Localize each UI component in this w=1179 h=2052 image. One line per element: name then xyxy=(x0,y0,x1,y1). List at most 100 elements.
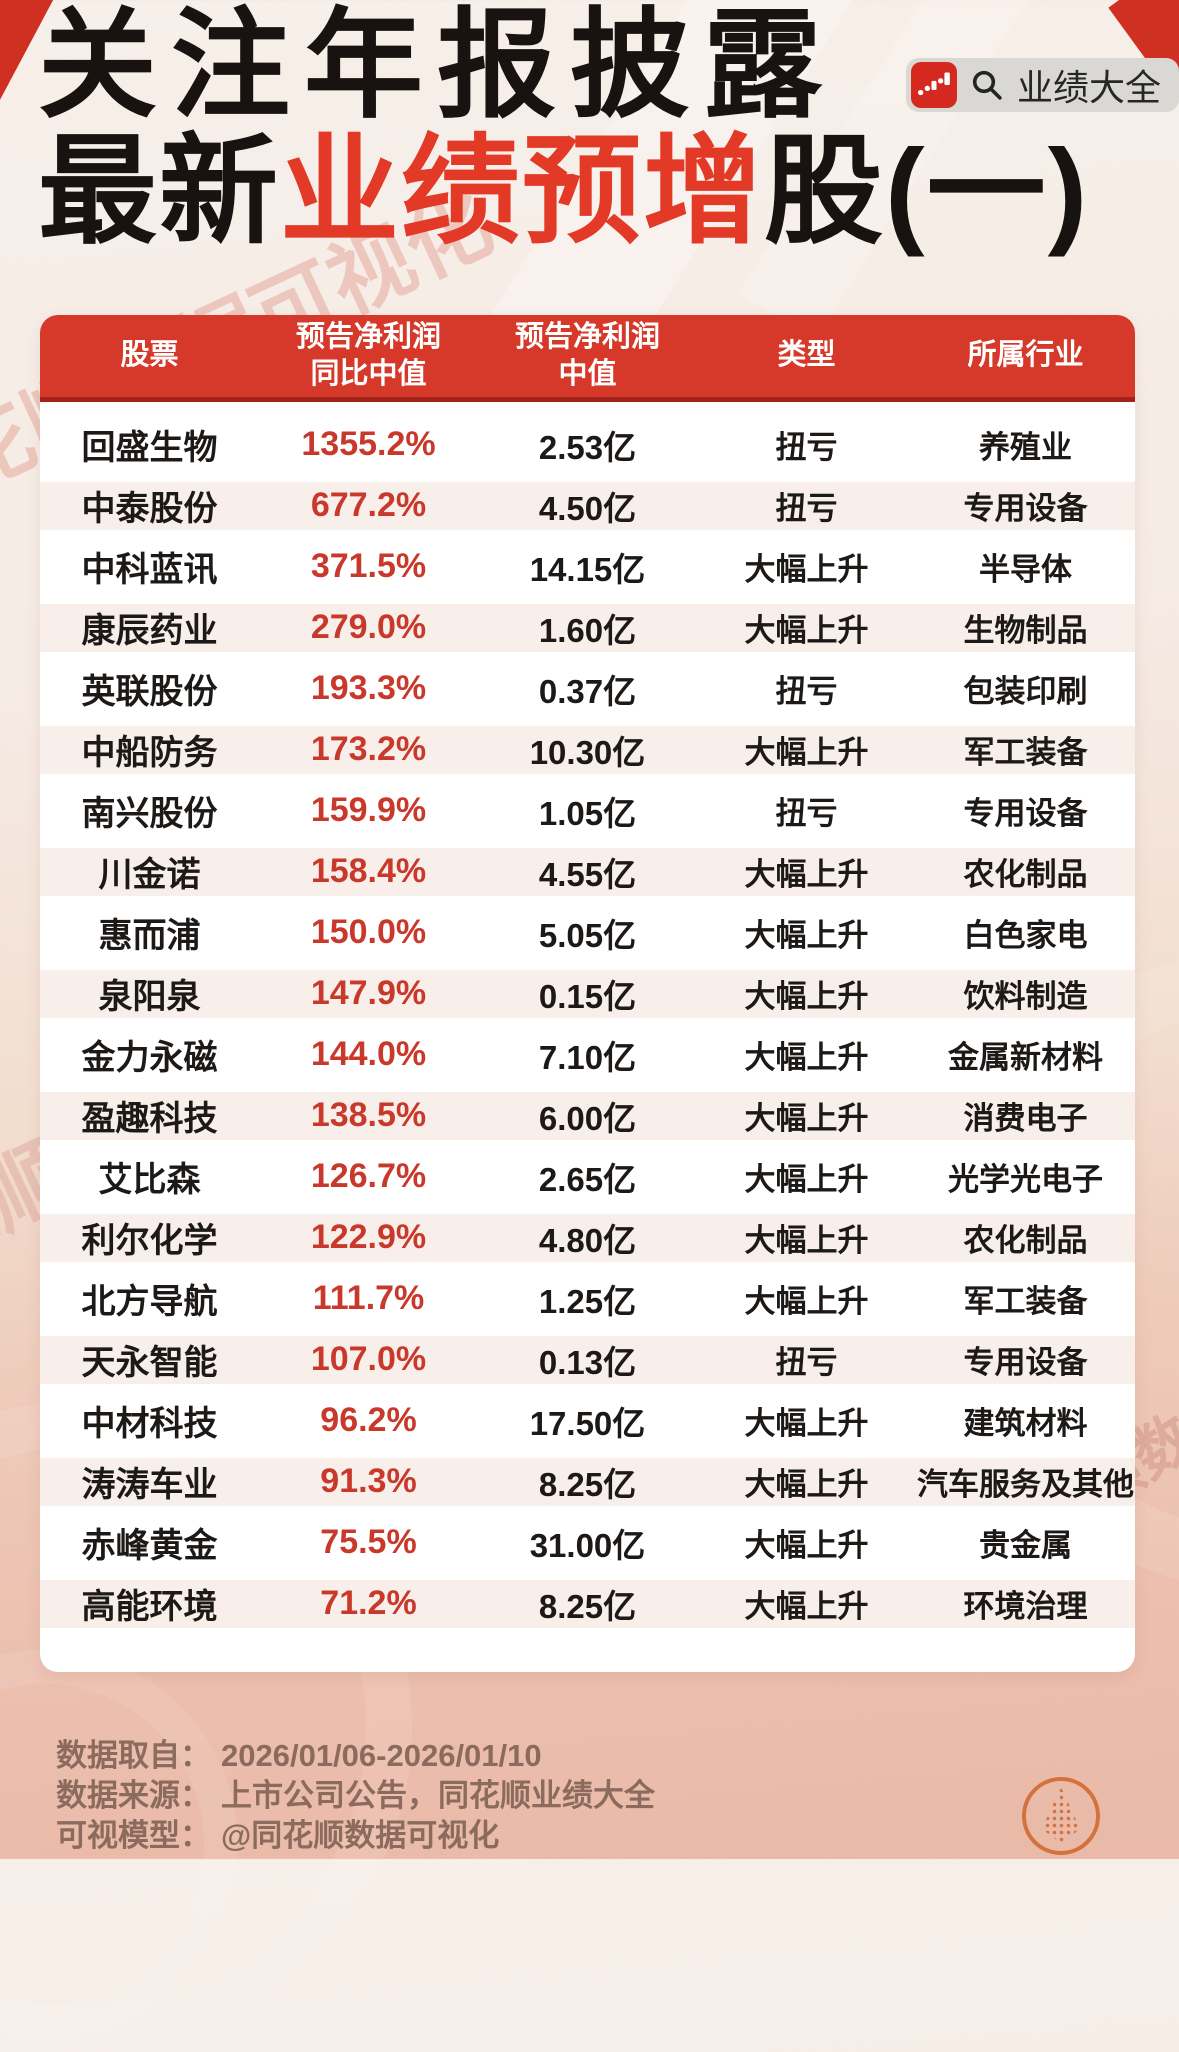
forecast-type: 大幅上升 xyxy=(744,918,869,953)
stock-name: 中科蓝讯 xyxy=(81,551,218,589)
profit-median-value: 4.80亿 xyxy=(538,1221,637,1259)
ths-logo-triangle-icon xyxy=(1041,1787,1081,1843)
stock-name: 南兴股份 xyxy=(81,795,218,833)
stock-name: 北方导航 xyxy=(81,1283,218,1321)
forecast-type: 扭亏 xyxy=(775,430,838,465)
table-row: 英联股份 193.3% 0.37亿 扭亏 包装印刷 xyxy=(40,658,1135,719)
title-line2-prefix: 最新 xyxy=(38,124,280,258)
forecast-type: 大幅上升 xyxy=(744,613,869,648)
table-row: 赤峰黄金 75.5% 31.00亿 大幅上升 贵金属 xyxy=(40,1512,1135,1573)
profit-median-value: 31.00亿 xyxy=(529,1526,646,1564)
table-row: 惠而浦 150.0% 5.05亿 大幅上升 白色家电 xyxy=(40,902,1135,963)
performance-table-card: 股票 预告净利润 同比中值 预告净利润 中值 类型 所属行业 回盛生物 1355.2… xyxy=(40,315,1135,1672)
footer-visual-model: 可视模型： @同花顺数据可视化 xyxy=(56,1818,500,1853)
forecast-type: 大幅上升 xyxy=(744,1406,869,1441)
table-header: 股票 预告净利润 同比中值 预告净利润 中值 类型 所属行业 xyxy=(40,315,1135,402)
header-cell-profit-median: 预告净利润 中值 xyxy=(514,320,660,390)
yoy-median-value: 677.2% xyxy=(310,486,427,524)
yoy-median-value: 75.5% xyxy=(320,1523,417,1561)
forecast-type: 大幅上升 xyxy=(744,1284,869,1319)
stock-name: 中泰股份 xyxy=(81,490,218,528)
yoy-median-value: 138.5% xyxy=(310,1096,427,1134)
industry: 消费电子 xyxy=(963,1101,1088,1136)
industry: 半导体 xyxy=(979,552,1072,587)
yoy-median-value: 173.2% xyxy=(310,730,427,768)
title-line2-highlight: 业绩预增 xyxy=(280,124,764,258)
yoy-median-value: 371.5% xyxy=(310,547,427,585)
header-cell-industry: 所属行业 xyxy=(967,339,1084,372)
industry: 专用设备 xyxy=(963,1345,1088,1380)
table-row: 金力永磁 144.0% 7.10亿 大幅上升 金属新材料 xyxy=(40,1024,1135,1085)
profit-median-value: 5.05亿 xyxy=(538,916,637,954)
forecast-type: 扭亏 xyxy=(775,796,838,831)
stock-name: 高能环境 xyxy=(81,1588,218,1626)
footer-data-source: 数据来源： 上市公司公告，同花顺业绩大全 xyxy=(56,1778,655,1813)
industry: 光学光电子 xyxy=(948,1162,1103,1197)
profit-median-value: 1.05亿 xyxy=(538,794,637,832)
profit-median-value: 4.55亿 xyxy=(538,855,637,893)
search-badge: 业绩大全 xyxy=(906,58,1179,112)
table-row: 利尔化学 122.9% 4.80亿 大幅上升 农化制品 xyxy=(40,1207,1135,1268)
profit-median-value: 17.50亿 xyxy=(529,1404,646,1442)
profit-median-value: 0.15亿 xyxy=(538,977,637,1015)
industry: 农化制品 xyxy=(963,1223,1088,1258)
yoy-median-value: 96.2% xyxy=(320,1401,417,1439)
profit-median-value: 10.30亿 xyxy=(529,733,646,771)
industry: 汽车服务及其他 xyxy=(917,1467,1134,1502)
stock-name: 中船防务 xyxy=(81,734,218,772)
profit-median-value: 0.37亿 xyxy=(538,672,637,710)
stock-name: 康辰药业 xyxy=(81,612,218,650)
table-row: 中材科技 96.2% 17.50亿 大幅上升 建筑材料 xyxy=(40,1390,1135,1451)
yoy-median-value: 279.0% xyxy=(310,608,427,646)
industry: 农化制品 xyxy=(963,857,1088,892)
stock-name: 泉阳泉 xyxy=(98,978,201,1016)
table-row: 中船防务 173.2% 10.30亿 大幅上升 军工装备 xyxy=(40,719,1135,780)
yoy-median-value: 144.0% xyxy=(310,1035,427,1073)
profit-median-value: 8.25亿 xyxy=(538,1465,637,1503)
candlestick-chart-app-icon xyxy=(911,62,957,108)
yoy-median-value: 122.9% xyxy=(310,1218,427,1256)
header-cell-stock: 股票 xyxy=(120,339,179,372)
profit-median-value: 1.25亿 xyxy=(538,1282,637,1320)
industry: 建筑材料 xyxy=(963,1406,1088,1441)
profit-median-value: 14.15亿 xyxy=(529,550,646,588)
profit-median-value: 2.65亿 xyxy=(538,1160,637,1198)
yoy-median-value: 147.9% xyxy=(310,974,427,1012)
forecast-type: 大幅上升 xyxy=(744,552,869,587)
table-row: 涛涛车业 91.3% 8.25亿 大幅上升 汽车服务及其他 xyxy=(40,1451,1135,1512)
table-row: 高能环境 71.2% 8.25亿 大幅上升 环境治理 xyxy=(40,1573,1135,1634)
yoy-median-value: 126.7% xyxy=(310,1157,427,1195)
forecast-type: 大幅上升 xyxy=(744,1162,869,1197)
industry: 贵金属 xyxy=(979,1528,1072,1563)
table-row: 盈趣科技 138.5% 6.00亿 大幅上升 消费电子 xyxy=(40,1085,1135,1146)
stock-name: 利尔化学 xyxy=(81,1222,218,1260)
forecast-type: 扭亏 xyxy=(775,674,838,709)
header-cell-yoy-median: 预告净利润 同比中值 xyxy=(295,320,441,390)
table-row: 泉阳泉 147.9% 0.15亿 大幅上升 饮料制造 xyxy=(40,963,1135,1024)
forecast-type: 大幅上升 xyxy=(744,1528,869,1563)
footer: 数据取自： 2026/01/06-2026/01/10 数据来源： 上市公司公告，同… xyxy=(56,1736,655,1856)
forecast-type: 大幅上升 xyxy=(744,735,869,770)
forecast-type: 大幅上升 xyxy=(744,1589,869,1624)
industry: 生物制品 xyxy=(963,613,1088,648)
badge-label: 业绩大全 xyxy=(1017,67,1162,108)
table-row: 回盛生物 1355.2% 2.53亿 扭亏 养殖业 xyxy=(40,414,1135,475)
header-cell-type: 类型 xyxy=(777,339,836,372)
industry: 养殖业 xyxy=(979,430,1072,465)
profit-median-value: 7.10亿 xyxy=(538,1038,637,1076)
forecast-type: 大幅上升 xyxy=(744,1040,869,1075)
industry: 军工装备 xyxy=(963,735,1088,770)
stock-name: 涛涛车业 xyxy=(81,1466,218,1504)
yoy-median-value: 150.0% xyxy=(310,913,427,951)
table-row: 天永智能 107.0% 0.13亿 扭亏 专用设备 xyxy=(40,1329,1135,1390)
profit-median-value: 2.53亿 xyxy=(538,428,637,466)
ths-logo xyxy=(1022,1777,1100,1855)
page-title: 关注年报披露 最新业绩预增股(一) xyxy=(38,4,1089,254)
stock-name: 川金诺 xyxy=(98,856,201,894)
yoy-median-value: 111.7% xyxy=(312,1279,425,1317)
industry: 金属新材料 xyxy=(948,1040,1103,1075)
forecast-type: 大幅上升 xyxy=(744,979,869,1014)
title-line2-suffix: 股(一) xyxy=(764,124,1090,258)
stock-name: 英联股份 xyxy=(81,673,218,711)
